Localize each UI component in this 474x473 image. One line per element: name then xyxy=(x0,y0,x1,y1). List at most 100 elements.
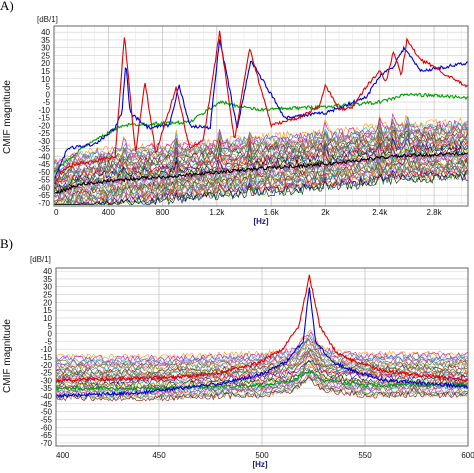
y-tick-label: -40 xyxy=(38,152,50,161)
y-tick-label: 25 xyxy=(41,51,50,60)
panel-b-ylabel: CMIF magnitude xyxy=(2,319,13,393)
x-tick-label: 400 xyxy=(102,208,116,217)
y-tick-label: -60 xyxy=(38,183,50,192)
panel-a-xlabel: [Hz] xyxy=(253,217,268,226)
panel-b-unit-label: [dB/1] xyxy=(30,255,51,264)
panel-a-x-ticks: 0 400 800 1.2k 1.6k 2k 2.4k 2.8k xyxy=(54,208,443,217)
x-tick-label: 0 xyxy=(54,208,59,217)
y-tick-label: 40 xyxy=(43,267,52,276)
x-tick-label: 800 xyxy=(156,208,170,217)
y-tick-label: -5 xyxy=(43,98,51,107)
background-series-line xyxy=(55,370,469,399)
y-tick-label: 15 xyxy=(43,306,52,315)
background-series-line xyxy=(53,132,469,184)
series-line xyxy=(53,30,469,185)
background-series-line xyxy=(54,169,469,206)
background-series-line xyxy=(55,346,469,376)
panel-a-label: A) xyxy=(0,0,14,13)
background-series-line xyxy=(53,133,469,186)
background-series-line xyxy=(55,350,469,378)
y-tick-label: -20 xyxy=(40,361,52,370)
series-line xyxy=(55,287,469,399)
y-tick-label: 25 xyxy=(43,291,52,300)
background-series-line xyxy=(53,124,469,175)
y-tick-label: -55 xyxy=(40,415,52,424)
x-tick-label: 2.8k xyxy=(427,208,443,217)
series-line xyxy=(55,274,469,384)
x-tick-label: 400 xyxy=(56,451,70,460)
background-series-line xyxy=(55,377,469,401)
y-tick-label: -60 xyxy=(40,423,52,432)
y-tick-label: -10 xyxy=(38,106,50,115)
y-tick-label: -15 xyxy=(40,353,52,362)
y-tick-label: -30 xyxy=(40,376,52,385)
y-tick-label: -55 xyxy=(38,176,50,185)
y-tick-label: -65 xyxy=(38,191,50,200)
background-series-line xyxy=(53,117,469,167)
y-tick-label: -50 xyxy=(38,168,50,177)
panel-a-series-group xyxy=(53,30,469,206)
panel-b-series-group xyxy=(55,274,469,402)
y-tick-label: -25 xyxy=(38,129,50,138)
x-tick-label: 550 xyxy=(358,451,372,460)
panel-a-plot-frame xyxy=(53,25,469,207)
y-tick-label: -15 xyxy=(38,114,50,123)
y-tick-label: -70 xyxy=(38,199,50,208)
series-line xyxy=(55,368,469,392)
series-line xyxy=(53,39,469,179)
y-tick-label: -45 xyxy=(38,160,50,169)
y-tick-label: -20 xyxy=(38,121,50,130)
background-series-line xyxy=(55,335,469,365)
y-tick-label: 40 xyxy=(41,28,50,37)
y-tick-label: 20 xyxy=(41,59,50,68)
panel-a-y-ticks: 4035302520151050-5-10-15-20-25-30-35-40-… xyxy=(38,28,50,208)
y-tick-label: 0 xyxy=(46,90,51,99)
y-tick-label: 20 xyxy=(43,298,52,307)
panel-b-y-ticks: 4035302520151050-5-10-15-20-25-30-35-40-… xyxy=(40,267,52,448)
background-series-line xyxy=(55,376,469,402)
panel-b-x-ticks: 400 450 500 550 600 xyxy=(56,451,474,460)
y-tick-label: 10 xyxy=(43,314,52,323)
y-tick-label: -70 xyxy=(40,439,52,448)
background-series-line xyxy=(55,335,469,367)
background-series-line xyxy=(55,329,469,361)
y-tick-label: 30 xyxy=(41,44,50,53)
y-tick-label: -5 xyxy=(45,337,53,346)
background-series-line xyxy=(55,339,469,370)
background-series-line xyxy=(55,359,469,385)
y-tick-label: -10 xyxy=(40,345,52,354)
y-tick-label: 35 xyxy=(43,275,52,284)
panel-b-xlabel: [Hz] xyxy=(252,460,267,469)
y-tick-label: -65 xyxy=(40,431,52,440)
y-tick-label: -45 xyxy=(40,400,52,409)
x-tick-label: 1.6k xyxy=(264,208,280,217)
y-tick-label: -30 xyxy=(38,137,50,146)
x-tick-label: 450 xyxy=(152,451,166,460)
y-tick-label: -50 xyxy=(40,408,52,417)
x-tick-label: 600 xyxy=(461,451,474,460)
y-tick-label: 0 xyxy=(48,330,53,339)
y-tick-label: 35 xyxy=(41,36,50,45)
panel-b-plot-frame xyxy=(55,267,469,447)
panel-b-label: B) xyxy=(0,236,13,251)
background-series-line xyxy=(53,128,469,181)
y-tick-label: 5 xyxy=(46,83,51,92)
y-tick-label: -25 xyxy=(40,369,52,378)
background-series-line xyxy=(54,167,469,206)
y-tick-label: 30 xyxy=(43,283,52,292)
background-series-line xyxy=(55,331,469,362)
y-tick-label: 10 xyxy=(41,75,50,84)
panel-a-unit-label: [dB/1] xyxy=(37,15,58,24)
background-series-line xyxy=(55,344,469,374)
background-series-line xyxy=(55,342,469,372)
y-tick-label: -35 xyxy=(40,384,52,393)
background-series-line xyxy=(54,172,469,206)
x-tick-label: 500 xyxy=(255,451,269,460)
y-tick-label: -35 xyxy=(38,145,50,154)
series-line xyxy=(53,150,469,194)
series-line xyxy=(53,92,469,173)
panel-a-ylabel: CMIF magnitude xyxy=(2,80,13,154)
y-tick-label: 15 xyxy=(41,67,50,76)
y-tick-label: 5 xyxy=(48,322,53,331)
